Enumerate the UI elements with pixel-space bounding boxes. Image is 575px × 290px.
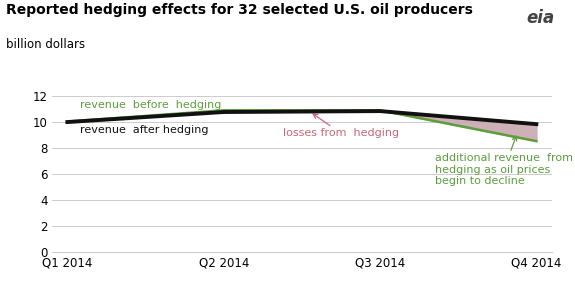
Text: revenue  before  hedging: revenue before hedging [80, 100, 221, 110]
Text: revenue  after hedging: revenue after hedging [80, 125, 208, 135]
Text: additional revenue  from
hedging as oil prices
begin to decline: additional revenue from hedging as oil p… [435, 136, 573, 186]
Text: eia: eia [527, 9, 555, 27]
Text: billion dollars: billion dollars [6, 38, 85, 51]
Text: Reported hedging effects for 32 selected U.S. oil producers: Reported hedging effects for 32 selected… [6, 3, 473, 17]
Text: losses from  hedging: losses from hedging [283, 114, 399, 138]
